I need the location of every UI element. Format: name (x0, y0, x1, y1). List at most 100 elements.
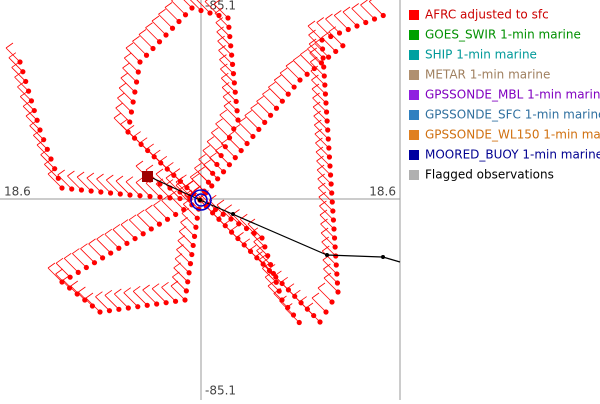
track-point (25, 88, 32, 94)
wind-barb-feather (177, 235, 186, 241)
wind-barb (311, 297, 327, 313)
track-point (235, 117, 241, 123)
track-point (354, 23, 360, 29)
wind-barb-feather (80, 243, 88, 250)
track-point (329, 190, 335, 196)
track-point (183, 288, 189, 294)
wind-barb-feather (262, 262, 270, 269)
wind-barb (115, 180, 131, 196)
wind-barb (161, 287, 176, 302)
wind-barb (142, 289, 157, 305)
wind-barb-feather (8, 52, 17, 59)
track-point (156, 221, 163, 227)
wind-barb (311, 79, 326, 95)
wind-barb-feather (220, 63, 228, 70)
wind-barb (55, 262, 71, 278)
wind-barb-feather (86, 172, 95, 179)
track-point (229, 52, 235, 58)
wind-barb-feather (317, 173, 325, 180)
wind-barb-feather (307, 20, 316, 27)
track-point (228, 216, 234, 222)
track-point (148, 226, 154, 232)
wind-barb-feather (217, 35, 225, 42)
wind-barb-feather (215, 145, 223, 152)
track-point (125, 305, 131, 311)
wind-barb (183, 0, 193, 9)
track-point (88, 188, 94, 194)
wind-barb-feather (250, 227, 259, 234)
wind-barb-feather (247, 218, 256, 225)
track-point (59, 279, 65, 285)
wind-barb-feather (328, 26, 337, 33)
track-point (276, 288, 282, 294)
track-point (127, 119, 133, 125)
wind-barb (317, 287, 333, 303)
wind-barb (213, 3, 229, 19)
wind-barb-feather (221, 138, 229, 144)
wind-barb-feather (96, 233, 104, 240)
track-point (296, 319, 302, 326)
wind-barb (145, 27, 160, 43)
wind-barb (310, 70, 326, 86)
track-point (220, 169, 227, 175)
wind-barb (322, 259, 338, 275)
wind-barb-feather (264, 271, 273, 278)
wind-barb-feather (307, 43, 315, 50)
track-point (328, 33, 334, 40)
wind-barb (218, 50, 233, 65)
wind-barb (47, 173, 63, 189)
wind-barb-feather (174, 253, 183, 260)
wind-barb-feather (122, 62, 130, 69)
wind-barb-feather (96, 173, 104, 180)
wind-barb-feather (55, 268, 63, 275)
wind-barb-feather (314, 119, 322, 126)
wind-barb-feather (322, 245, 330, 252)
wind-barb (318, 187, 333, 203)
wind-barb-feather (316, 17, 324, 23)
wind-barb (262, 93, 277, 109)
track-point (150, 45, 156, 52)
wind-barb-feather (292, 54, 301, 61)
wind-barb-feather (112, 224, 121, 230)
track-point (135, 69, 141, 75)
wind-barb-feather (44, 159, 52, 165)
wind-barb (217, 40, 232, 56)
wind-barb (220, 77, 236, 93)
track-point (82, 297, 88, 303)
track-point (154, 301, 160, 307)
wind-barb (273, 79, 289, 95)
wind-barb (305, 307, 321, 323)
wind-barb-feather (267, 264, 276, 270)
legend-swatch (409, 150, 419, 160)
wind-barb (120, 77, 136, 93)
wind-barb (244, 115, 260, 130)
wind-barb-feather (166, 162, 174, 168)
wind-barb (250, 232, 266, 248)
track-point (334, 271, 340, 277)
wind-barb (314, 133, 330, 149)
wind-barb-feather (169, 190, 177, 196)
track-point (173, 211, 179, 218)
wind-barb (313, 115, 328, 131)
wind-barb-feather (206, 136, 215, 142)
wind-barb-feather (229, 225, 238, 232)
wind-barb-feather (323, 263, 331, 270)
wind-barb-feather (172, 168, 181, 174)
track-point (144, 302, 150, 308)
wind-barb-feather (120, 118, 128, 125)
wind-barb-feather (88, 238, 96, 245)
wind-barb (206, 141, 222, 156)
wind-barb (253, 241, 268, 256)
track-point (363, 19, 369, 26)
wind-barb-feather (76, 171, 85, 178)
wind-barb (124, 57, 139, 73)
wind-barb-feather (17, 81, 25, 88)
wind-barb-feather (319, 200, 327, 207)
track-point (222, 144, 228, 150)
track-point (234, 108, 240, 114)
wind-barb (189, 0, 202, 11)
wind-barb (320, 232, 336, 248)
wind-barb (128, 219, 144, 235)
wind-barb (164, 7, 180, 22)
